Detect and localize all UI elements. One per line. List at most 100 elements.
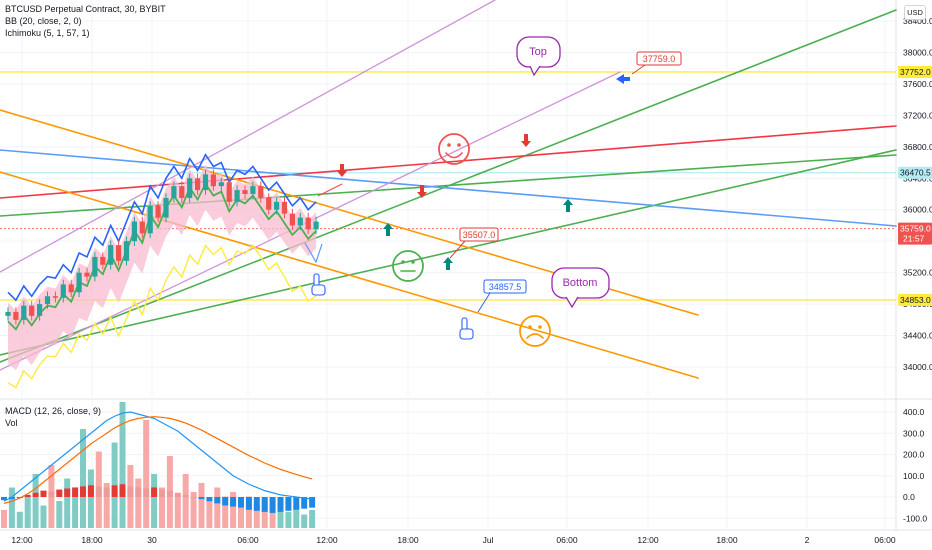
- candle-body: [139, 221, 145, 234]
- volume-bar: [32, 474, 39, 528]
- price-tag-top: 37752.0: [900, 67, 931, 77]
- macd-histogram-bar: [277, 497, 284, 512]
- volume-bar: [8, 487, 15, 528]
- bb-indicator-label[interactable]: BB (20, close, 2, 0): [5, 16, 82, 26]
- candle-body: [52, 296, 58, 298]
- macd-histogram-bar: [127, 486, 134, 497]
- macd-histogram-bar: [174, 492, 181, 497]
- trendline-green-mid: [0, 154, 897, 217]
- volume-bar: [72, 492, 79, 528]
- volume-bar: [206, 501, 213, 528]
- macd-tick-label: 0.0: [903, 492, 915, 502]
- arrow-down-icon: [521, 134, 531, 147]
- macd-histogram-bar: [40, 490, 47, 497]
- macd-histogram-bar: [32, 492, 39, 497]
- candle-body: [147, 205, 153, 234]
- volume-bar: [24, 496, 31, 528]
- candle-body: [179, 186, 185, 198]
- arrow-down-icon: [337, 164, 347, 177]
- candle-body: [13, 311, 19, 320]
- price-tick-label: 38400.0: [903, 16, 932, 26]
- macd-histogram-bar: [87, 485, 94, 497]
- macd-histogram-bar: [56, 489, 63, 497]
- pointer-hand-icon-finger: [313, 273, 320, 287]
- macd-histogram-bar: [159, 489, 165, 497]
- bb-basis-line: [7, 181, 317, 331]
- price-tag-current-bg: [898, 222, 932, 245]
- sad-face-icon-mouth: [526, 333, 544, 339]
- volume-bar: [182, 474, 189, 528]
- time-tick-label: 12:00: [316, 535, 338, 545]
- macd-histogram-bar: [119, 484, 126, 497]
- callout-37759-pointer: [631, 64, 646, 75]
- candle-body: [21, 305, 27, 320]
- volume-bar: [309, 510, 316, 528]
- macd-histogram-bar: [64, 488, 71, 497]
- neutral-face-icon-eye-left: [401, 260, 405, 264]
- volume-bar: [269, 510, 276, 528]
- price-tag-bottom: 34853.0: [900, 295, 931, 305]
- candle-body: [163, 197, 169, 218]
- callout-35507-box: [459, 227, 499, 242]
- macd-histogram-bar: [111, 485, 118, 497]
- candle-body: [313, 221, 319, 230]
- ichimoku-cloud: [8, 164, 317, 371]
- callout-37759: 37759.0: [643, 54, 676, 64]
- macd-tick-label: 100.0: [903, 471, 925, 481]
- sad-face-icon: [519, 315, 551, 347]
- bb-upper-band: [7, 153, 317, 302]
- macd-indicator-label[interactable]: MACD (12, 26, close, 9): [5, 406, 102, 416]
- currency-button[interactable]: USD: [904, 5, 926, 20]
- arrow-up-icon: [383, 223, 393, 236]
- time-tick-label: 06:00: [237, 535, 259, 545]
- volume-bar: [238, 502, 244, 528]
- neutral-face-icon-eye-right: [411, 260, 415, 264]
- volume-bar: [277, 502, 284, 528]
- candle-body: [100, 256, 106, 265]
- bubble-bottom-label: Bottom: [563, 277, 598, 289]
- volume-bar: [198, 483, 205, 528]
- projection-arrow: [317, 183, 343, 197]
- volume-bar: [40, 505, 47, 528]
- candle-body: [123, 241, 130, 261]
- pointer-arrow: [304, 242, 323, 264]
- candle-body: [218, 182, 224, 187]
- price-tick-label: 34400.0: [903, 331, 932, 341]
- candle-body: [155, 205, 161, 218]
- vol-indicator-label[interactable]: Vol: [5, 418, 18, 428]
- volume-bar: [111, 442, 118, 528]
- callout-34857-pointer: [477, 292, 491, 313]
- volume-bar: [159, 487, 165, 528]
- callout-37759-box: [636, 51, 682, 66]
- candle-body: [44, 296, 51, 305]
- candle-body: [131, 221, 137, 242]
- arrow-up-icon: [563, 199, 573, 212]
- candle-body: [108, 245, 114, 265]
- bubble-top-label: Top: [529, 46, 547, 58]
- volume-bar: [174, 496, 181, 528]
- time-tick-label: 12:00: [11, 535, 33, 545]
- volume-bar: [261, 501, 268, 528]
- candle-body: [195, 178, 201, 191]
- macd-histogram-bar: [198, 497, 205, 500]
- macd-tick-label: -100.0: [903, 513, 927, 523]
- macd-histogram-bar: [269, 497, 276, 513]
- candle-body: [202, 174, 209, 191]
- happy-face-icon-eye-right: [457, 143, 461, 147]
- price-tag-top-bg: [898, 65, 932, 78]
- macd-tick-label: 300.0: [903, 428, 925, 438]
- time-tick-label: 06:00: [556, 535, 578, 545]
- volume-bar: [190, 492, 197, 528]
- time-tick-label: 06:00: [874, 535, 896, 545]
- trendline-green-lower: [0, 149, 897, 356]
- price-tag-mid-bg: [898, 166, 932, 179]
- volume-bar: [1, 510, 7, 528]
- sad-face-icon-eye-right: [538, 325, 542, 329]
- price-tag-current: 35759.0: [900, 224, 931, 234]
- macd-line: [3, 411, 313, 502]
- candle-body: [68, 284, 74, 293]
- candle-body: [242, 190, 248, 194]
- trendline-violet-upper: [0, 0, 496, 273]
- ichimoku-indicator-label[interactable]: Ichimoku (5, 1, 57, 1): [5, 28, 90, 38]
